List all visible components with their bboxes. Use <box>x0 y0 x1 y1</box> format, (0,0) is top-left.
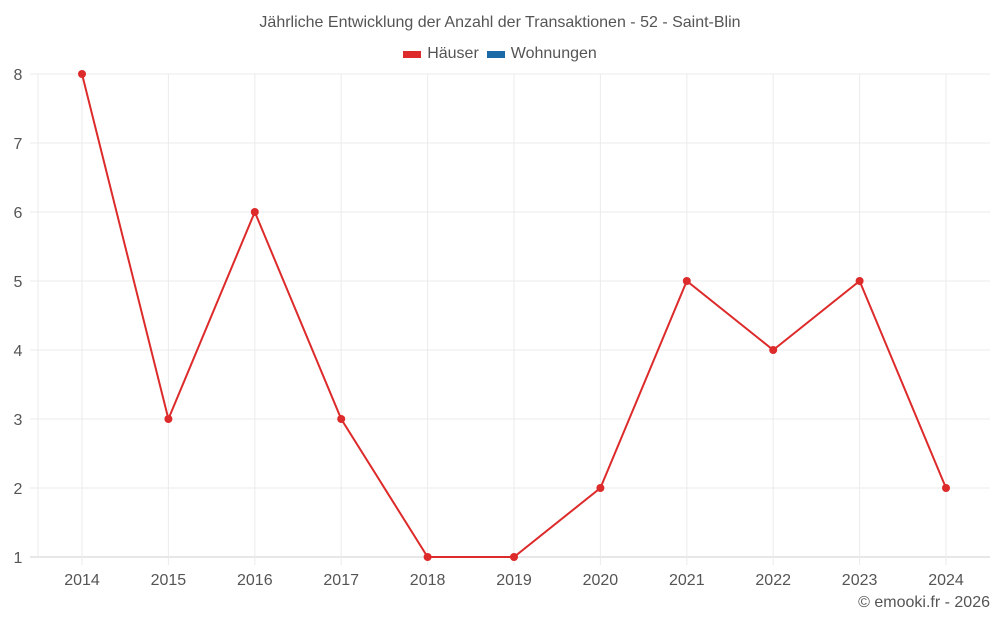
data-point[interactable] <box>942 484 950 492</box>
legend-swatch-haeuser <box>403 50 422 58</box>
y-tick-label: 2 <box>14 481 23 498</box>
legend-swatch-wohnungen <box>486 50 505 58</box>
chart-legend: Häuser Wohnungen <box>0 45 1000 63</box>
x-tick-label: 2018 <box>410 572 446 589</box>
y-tick-label: 3 <box>14 412 23 429</box>
x-tick-label: 2015 <box>151 572 187 589</box>
x-tick-label: 2014 <box>64 572 100 589</box>
legend-label-haeuser: Häuser <box>427 45 479 62</box>
data-point[interactable] <box>769 346 778 354</box>
x-tick-label: 2017 <box>323 572 359 589</box>
copyright-credit: © emooki.fr - 2026 <box>858 594 990 611</box>
y-tick-label: 7 <box>14 136 23 153</box>
x-tick-label: 2022 <box>755 572 791 589</box>
y-axis: 1 2 3 4 5 6 7 8 <box>14 67 23 567</box>
data-point[interactable] <box>337 415 346 423</box>
legend-item-haeuser[interactable]: Häuser <box>403 45 479 63</box>
series-haeuser <box>78 70 950 561</box>
x-tick-label: 2016 <box>237 572 273 589</box>
x-tick-label: 2023 <box>842 572 878 589</box>
y-tick-label: 5 <box>14 274 23 291</box>
data-point[interactable] <box>855 277 864 285</box>
y-tick-label: 1 <box>14 550 23 567</box>
x-tick-label: 2024 <box>928 572 964 589</box>
y-tick-label: 8 <box>14 67 23 84</box>
y-tick-label: 6 <box>14 205 23 222</box>
x-tick-label: 2021 <box>669 572 705 589</box>
legend-label-wohnungen: Wohnungen <box>510 45 597 62</box>
data-point[interactable] <box>423 553 432 561</box>
data-point[interactable] <box>250 208 259 216</box>
x-tick-label: 2019 <box>496 572 532 589</box>
x-axis: 2014 2015 2016 2017 2018 2019 2020 2021 2022 2023… <box>64 572 964 589</box>
chart-title: Jährliche Entwicklung der Anzahl der Tra… <box>259 14 741 31</box>
data-point[interactable] <box>596 484 605 492</box>
y-tick-label: 4 <box>14 343 23 360</box>
data-point[interactable] <box>78 70 86 78</box>
grid-lines <box>30 73 990 565</box>
data-point[interactable] <box>510 553 518 561</box>
legend-item-wohnungen[interactable]: Wohnungen <box>486 45 597 63</box>
data-point[interactable] <box>164 415 173 423</box>
data-point[interactable] <box>682 277 691 285</box>
x-tick-label: 2020 <box>583 572 619 589</box>
